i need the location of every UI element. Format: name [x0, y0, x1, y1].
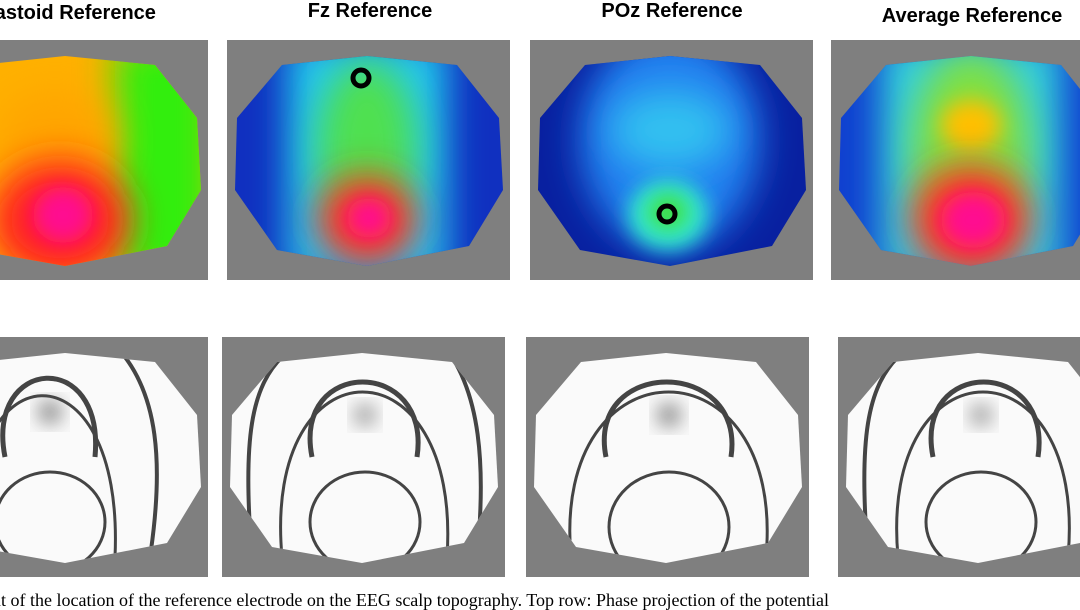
map-mastoid	[0, 40, 208, 280]
panel-title: Mastoid Reference	[0, 2, 156, 24]
panel-title: Fz Reference	[308, 0, 433, 22]
phase-maps	[0, 337, 1080, 577]
panel-title: Average Reference	[882, 5, 1062, 27]
panel-title: POz Reference	[601, 0, 742, 22]
map-average	[831, 40, 1080, 280]
map-fz	[227, 40, 510, 280]
caption: nt of the location of the reference elec…	[0, 590, 829, 610]
map-poz	[530, 40, 813, 280]
